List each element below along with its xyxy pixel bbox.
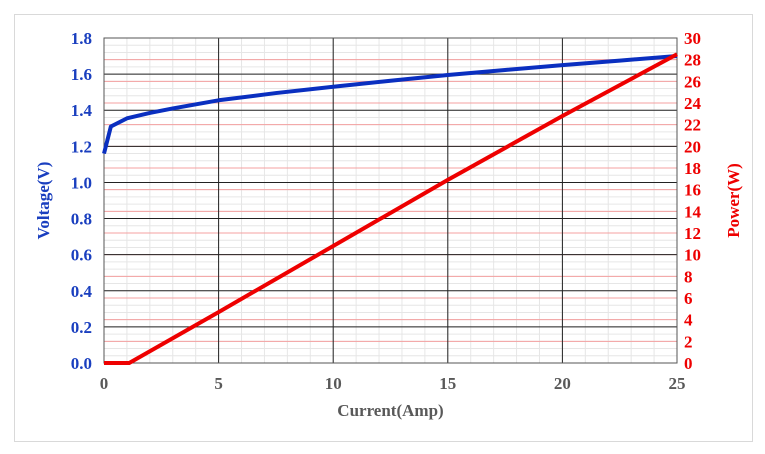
- y2-tick-label: 24: [684, 94, 702, 113]
- y2-tick-label: 0: [684, 354, 693, 373]
- y2-tick-label: 26: [684, 72, 701, 91]
- x-axis-title: Current(Amp): [337, 401, 443, 420]
- x-tick-label: 20: [554, 374, 571, 393]
- voltage-line: [102, 54, 678, 155]
- y-tick-label: 1.6: [71, 65, 92, 84]
- y2-axis-title: Power(W): [724, 163, 743, 238]
- y-tick-label: 0.2: [71, 318, 92, 337]
- plot-area: [103, 37, 678, 364]
- y-tick-label: 0.4: [71, 282, 93, 301]
- y2-tick-label: 30: [684, 29, 701, 48]
- y-tick-label: 1.2: [71, 137, 92, 156]
- y2-tick-label: 2: [684, 332, 693, 351]
- y2-tick-label: 12: [684, 224, 701, 243]
- y-tick-label: 1.4: [71, 101, 93, 120]
- y-tick-label: 0.8: [71, 210, 92, 229]
- y2-tick-label: 20: [684, 137, 701, 156]
- x-tick-label: 15: [439, 374, 456, 393]
- y2-tick-label: 8: [684, 267, 693, 286]
- y-tick-label: 0.6: [71, 246, 92, 265]
- y2-tick-label: 4: [684, 311, 693, 330]
- y-tick-label: 1.0: [71, 173, 92, 192]
- y-axis-title: Voltage(V): [34, 162, 53, 240]
- y2-tick-label: 14: [684, 202, 702, 221]
- x-tick-label: 25: [669, 374, 686, 393]
- y2-tick-label: 28: [684, 51, 701, 70]
- chart-frame: [14, 14, 753, 442]
- power-line: [104, 52, 678, 365]
- y-tick-label: 0.0: [71, 354, 92, 373]
- y2-tick-label: 10: [684, 246, 701, 265]
- y2-tick-label: 6: [684, 289, 693, 308]
- y2-tick-label: 18: [684, 159, 701, 178]
- x-tick-label: 10: [325, 374, 342, 393]
- y2-tick-label: 22: [684, 116, 701, 135]
- y-tick-label: 1.8: [71, 29, 92, 48]
- x-tick-label: 5: [214, 374, 223, 393]
- x-tick-label: 0: [100, 374, 109, 393]
- y2-tick-label: 16: [684, 181, 701, 200]
